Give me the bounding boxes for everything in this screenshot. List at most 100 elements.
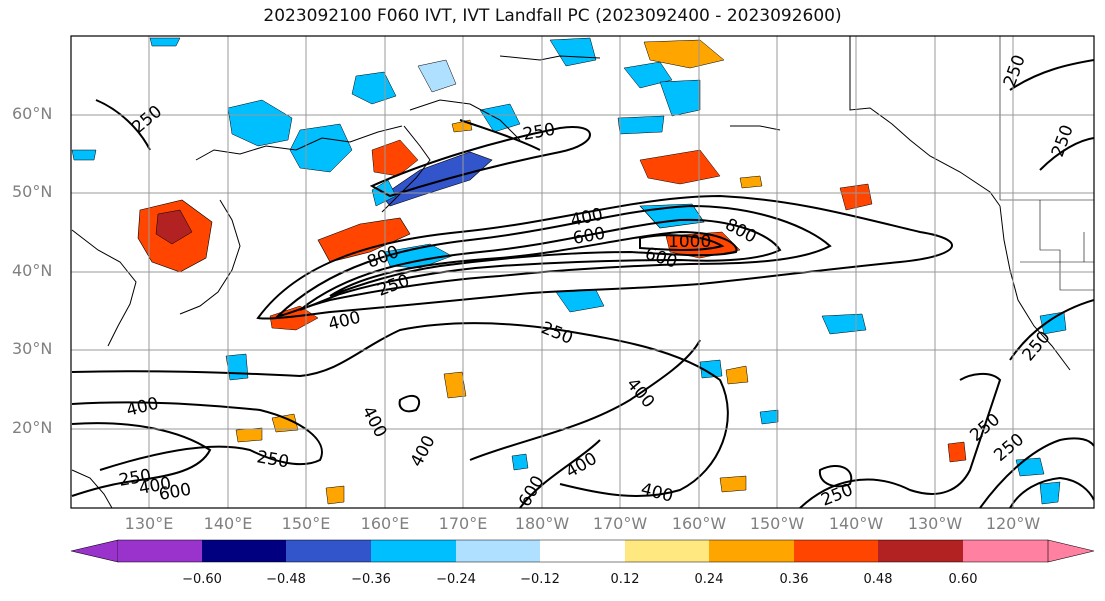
warm-max-patch: [155, 209, 193, 245]
lon-label-130w: 130°W: [907, 514, 963, 533]
contour-label: 400: [358, 403, 391, 441]
contour-label: 400: [563, 449, 601, 483]
coastline-arctic: [499, 55, 601, 61]
colorbar-tick-label: −0.36: [351, 572, 391, 587]
coastline-japan: [179, 199, 241, 315]
lon-label-130e: 130°E: [124, 514, 174, 533]
lon-label-170w: 170°W: [592, 514, 648, 533]
lon-label-160w: 160°W: [671, 514, 727, 533]
warm-patch: [443, 371, 467, 399]
contour-label: 1000: [668, 232, 711, 252]
warm-patch: [325, 485, 345, 505]
colorbar-tick-label: 0.36: [779, 572, 809, 587]
contour-label: 600: [157, 480, 192, 505]
colorbar-segment: [286, 540, 371, 562]
contour-1000: [639, 234, 725, 251]
gridlines: [71, 36, 1094, 508]
contour-250: [1009, 59, 1094, 91]
borders: [999, 36, 1094, 291]
colorbar-segment: [202, 540, 286, 562]
coastline-kamchatka: [381, 125, 431, 213]
contour-label: 250: [818, 480, 856, 511]
colorbar-segment: [963, 540, 1048, 562]
warm-patch: [235, 427, 263, 443]
colorbar-segment: [878, 540, 963, 562]
ivt-contours: [71, 59, 1094, 508]
coastline-siberia: [195, 125, 403, 161]
contour-600: [71, 422, 212, 497]
cool-patch: [149, 37, 181, 47]
coastline-alaska: [849, 36, 1001, 207]
cool-patch: [383, 243, 453, 269]
warm-patch: [947, 441, 967, 463]
colorbar-extend-max: [1047, 539, 1095, 563]
colorbar-tick-label: −0.60: [182, 572, 222, 587]
colorbar-outline: [118, 539, 1048, 563]
colorbar-tick-label: 0.48: [863, 572, 893, 587]
lon-label-120w: 120°W: [985, 514, 1041, 533]
contour-label: 250: [1048, 122, 1078, 159]
warm-patch: [719, 475, 747, 493]
cool-patch: [417, 59, 457, 93]
colorbar-segment: [118, 540, 202, 562]
contour-250: [979, 437, 1094, 508]
warm-patch: [725, 365, 749, 385]
contour-250: [1009, 299, 1094, 361]
lon-label-140w: 140°W: [828, 514, 884, 533]
coastline-south-asia: [71, 469, 113, 508]
coastlines: [71, 36, 1071, 508]
colorbar-segment: [456, 540, 540, 562]
contour-label: 250: [521, 120, 556, 145]
colorbar-tick-label: 0.24: [694, 572, 724, 587]
lat-label-20n: 20°N: [12, 418, 53, 437]
colorbar-tick-label: 0.12: [610, 572, 640, 587]
colorbar-segment: [625, 540, 709, 562]
lat-label-60n: 60°N: [12, 104, 53, 123]
cool-patch: [1015, 457, 1045, 477]
warm-patch: [739, 175, 763, 189]
map-frame: [70, 35, 1095, 509]
border-canada: [999, 36, 1094, 201]
contour-label: 600: [571, 224, 606, 249]
contour-250: [71, 322, 729, 497]
coastline-islands: [730, 125, 781, 131]
contour-250: [369, 126, 591, 198]
cool-patch: [659, 79, 701, 117]
colorbar-segment: [371, 540, 456, 562]
contour-250: [818, 465, 853, 488]
contour-label: 400: [407, 432, 440, 470]
lon-label-160e: 160°E: [360, 514, 410, 533]
contour-label: 400: [639, 479, 675, 506]
chart-title: 2023092100 F060 IVT, IVT Landfall PC (20…: [263, 6, 842, 26]
colorbar: [70, 539, 1095, 563]
warm-patch: [451, 119, 473, 133]
cool-patch: [227, 99, 293, 147]
contour-400: [1009, 476, 1094, 508]
cool-patch: [351, 71, 397, 105]
cool-patch: [225, 353, 249, 381]
lon-label-150e: 150°E: [281, 514, 331, 533]
colorbar-tick-label: −0.48: [266, 572, 306, 587]
colorbar-extend-min: [70, 539, 119, 563]
border-states: [1039, 200, 1094, 291]
contour-600: [299, 218, 782, 311]
colorbar-tick-label: 0.60: [948, 572, 978, 587]
contour-label: 400: [622, 374, 658, 412]
lat-label-50n: 50°N: [12, 182, 53, 201]
cool-patch: [623, 61, 673, 89]
coastline-asia: [71, 229, 137, 347]
cool-patch: [1039, 481, 1061, 505]
cool-patch: [821, 313, 867, 335]
warm-patch: [639, 149, 721, 185]
warm-patch: [271, 413, 299, 433]
ivt-shading: [71, 37, 1067, 505]
contour-600: [519, 439, 601, 508]
contour-label: 250: [538, 318, 576, 349]
coastline-west-us: [999, 205, 1071, 371]
contour-label: 250: [966, 410, 1004, 446]
colorbar-segment: [540, 540, 625, 562]
contour-250: [459, 119, 541, 151]
contour-250: [95, 99, 151, 151]
lon-label-170e: 170°E: [438, 514, 488, 533]
